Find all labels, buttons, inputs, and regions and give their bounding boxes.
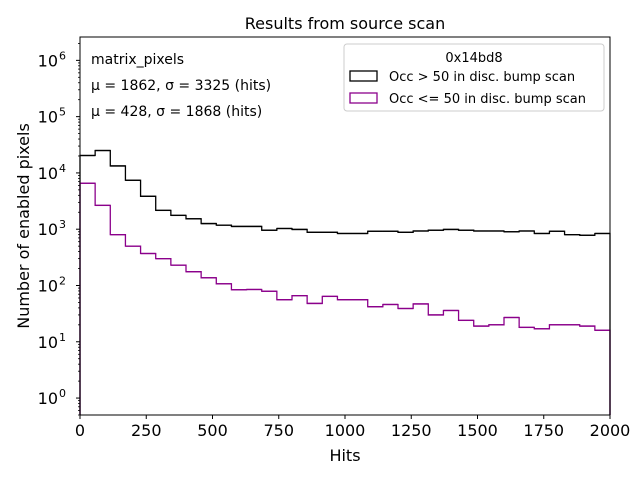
x-axis-ticks: 0 250 500 750 1000 1250 1500 1750 2000 (75, 415, 630, 440)
legend-box (343, 43, 605, 112)
chart-title: Results from source scan (245, 14, 445, 33)
legend-label-magenta: Occ <= 50 in disc. bump scan (389, 92, 586, 107)
x-tick-label: 750 (263, 421, 294, 440)
x-tick-label: 1750 (523, 421, 564, 440)
y-axis-label: Number of enabled pixels (14, 123, 33, 329)
y-tick-label: 10 (38, 276, 58, 295)
x-tick-label: 1000 (325, 421, 366, 440)
x-axis-label: Hits (329, 446, 360, 465)
legend-label-black: Occ > 50 in disc. bump scan (389, 70, 575, 85)
y-tick-label-exponent: 6 (59, 49, 66, 62)
y-tick-label-exponent: 0 (59, 387, 66, 400)
y-tick-label-exponent: 1 (59, 331, 66, 344)
y-tick-label-exponent: 3 (59, 218, 66, 231)
legend-swatch-magenta (349, 92, 378, 104)
y-tick-label: 10 (38, 164, 58, 183)
legend: 0x14bd8 Occ > 50 in disc. bump scan Occ … (343, 43, 605, 112)
plot-frame (79, 36, 611, 416)
legend-swatch-black (349, 70, 378, 82)
x-tick-label: 500 (197, 421, 228, 440)
y-tick-label-exponent: 2 (59, 274, 66, 287)
annotation-name: matrix_pixels (91, 52, 184, 68)
y-tick-label: 10 (38, 220, 58, 239)
x-tick-label: 2000 (590, 421, 631, 440)
y-tick-label-exponent: 4 (59, 162, 66, 175)
annotation-stats-black: μ = 1862, σ = 3325 (hits) (91, 78, 271, 94)
y-tick-label: 10 (38, 333, 58, 352)
annotation-stats-magenta: μ = 428, σ = 1868 (hits) (91, 104, 262, 120)
x-tick-label: 0 (75, 421, 85, 440)
y-tick-label: 10 (38, 108, 58, 127)
x-tick-label: 1500 (457, 421, 498, 440)
annotation-block: matrix_pixels μ = 1862, σ = 3325 (hits) … (91, 52, 271, 120)
y-tick-label-exponent: 5 (59, 106, 66, 119)
y-tick-label: 10 (38, 389, 58, 408)
legend-title: 0x14bd8 (445, 51, 502, 66)
x-tick-label: 250 (131, 421, 162, 440)
x-tick-label: 1250 (391, 421, 432, 440)
series-layer (79, 149, 611, 415)
y-tick-label: 10 (38, 51, 58, 70)
